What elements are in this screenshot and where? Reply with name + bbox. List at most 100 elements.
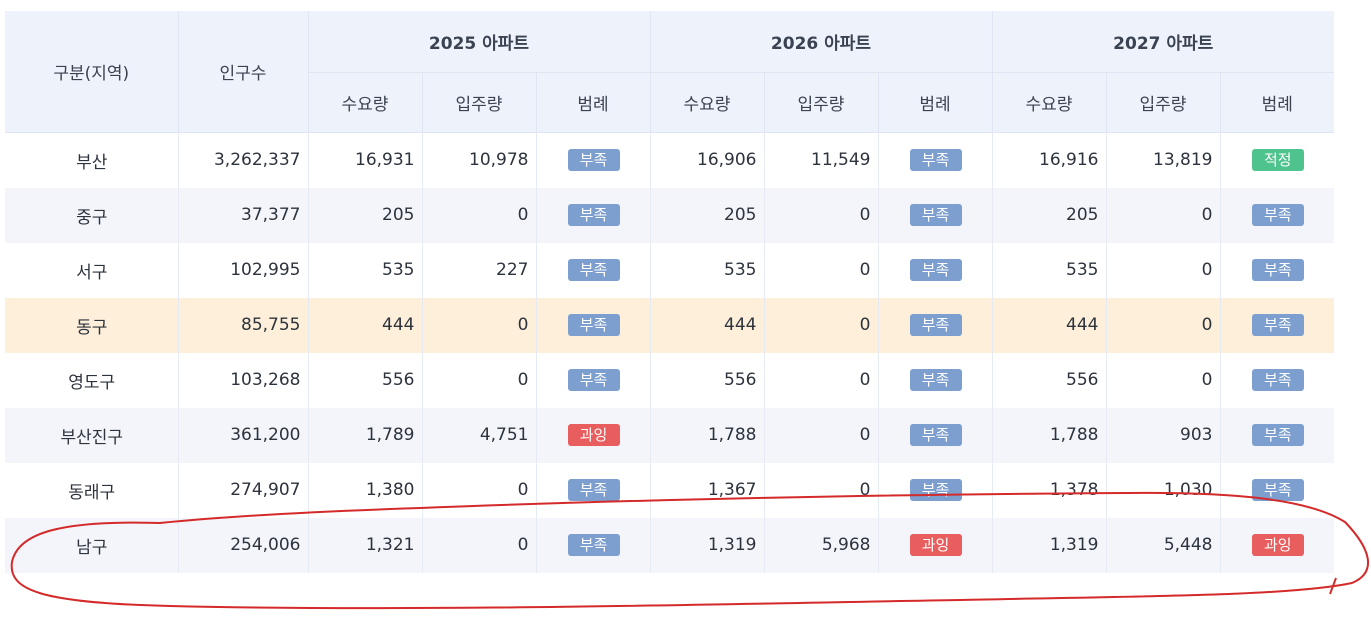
supply-cell: 0 bbox=[422, 352, 537, 408]
demand-cell: 205 bbox=[308, 187, 423, 243]
population-cell: 102,995 bbox=[178, 242, 309, 298]
demand-cell: 444 bbox=[650, 297, 765, 353]
supply-cell: 0 bbox=[764, 462, 879, 518]
table-row: 부산진구 361,200 1,789 4,751 과잉 1,788 0 부족 1,788 903 부… bbox=[5, 407, 1334, 463]
legend-cell: 부족 bbox=[878, 297, 993, 353]
legend-cell: 부족 bbox=[536, 517, 651, 573]
legend-badge: 부족 bbox=[1251, 314, 1304, 336]
header-year-2026: 2026 아파트 bbox=[650, 11, 993, 73]
region-cell: 부산 bbox=[5, 132, 179, 188]
header-region: 구분(지역) bbox=[5, 11, 179, 133]
table-row: 서구 102,995 535 227 부족 535 0 부족 535 0 부족 bbox=[5, 242, 1334, 298]
legend-badge: 부족 bbox=[567, 204, 620, 226]
supply-cell: 0 bbox=[422, 517, 537, 573]
legend-cell: 부족 bbox=[536, 242, 651, 298]
supply-cell: 0 bbox=[764, 242, 879, 298]
supply-cell: 0 bbox=[1106, 242, 1221, 298]
supply-cell: 4,751 bbox=[422, 407, 537, 463]
legend-badge: 부족 bbox=[909, 424, 962, 446]
demand-cell: 1,378 bbox=[992, 462, 1107, 518]
demand-cell: 444 bbox=[308, 297, 423, 353]
table-row: 동래구 274,907 1,380 0 부족 1,367 0 부족 1,378 1,030 부족 bbox=[5, 462, 1334, 518]
legend-badge: 부족 bbox=[909, 149, 962, 172]
apartment-supply-table-container: 구분(지역) 인구수 2025 아파트 2026 아파트 2027 아파트 수요… bbox=[5, 11, 1334, 573]
region-cell: 중구 bbox=[5, 187, 179, 243]
table-row: 남구 254,006 1,321 0 부족 1,319 5,968 과잉 1,319 5,448 과… bbox=[5, 517, 1334, 573]
supply-cell: 5,968 bbox=[764, 517, 879, 573]
demand-cell: 556 bbox=[308, 352, 423, 408]
legend-badge: 부족 bbox=[567, 259, 620, 281]
legend-badge: 부족 bbox=[567, 479, 620, 501]
apartment-supply-table: 구분(지역) 인구수 2025 아파트 2026 아파트 2027 아파트 수요… bbox=[5, 11, 1334, 573]
supply-cell: 0 bbox=[422, 297, 537, 353]
demand-cell: 1,321 bbox=[308, 517, 423, 573]
demand-cell: 1,788 bbox=[650, 407, 765, 463]
demand-cell: 1,788 bbox=[992, 407, 1107, 463]
population-cell: 3,262,337 bbox=[178, 132, 309, 188]
supply-cell: 227 bbox=[422, 242, 537, 298]
region-cell: 서구 bbox=[5, 242, 179, 298]
population-cell: 103,268 bbox=[178, 352, 309, 408]
header-legend: 범례 bbox=[1220, 72, 1334, 133]
supply-cell: 0 bbox=[1106, 352, 1221, 408]
header-demand: 수요량 bbox=[308, 72, 423, 133]
legend-cell: 과잉 bbox=[878, 517, 993, 573]
demand-cell: 535 bbox=[650, 242, 765, 298]
table-row: 부산 3,262,337 16,931 10,978 부족 16,906 11,549 부족 1… bbox=[5, 132, 1334, 188]
region-cell: 남구 bbox=[5, 517, 179, 573]
demand-cell: 1,789 bbox=[308, 407, 423, 463]
legend-cell: 부족 bbox=[536, 187, 651, 243]
table-header: 구분(지역) 인구수 2025 아파트 2026 아파트 2027 아파트 수요… bbox=[5, 11, 1334, 133]
header-supply: 입주량 bbox=[1106, 72, 1221, 133]
supply-cell: 13,819 bbox=[1106, 132, 1221, 188]
legend-cell: 부족 bbox=[1220, 463, 1334, 518]
population-cell: 254,006 bbox=[178, 517, 309, 573]
supply-cell: 0 bbox=[422, 187, 537, 243]
legend-cell: 부족 bbox=[536, 297, 651, 353]
population-cell: 85,755 bbox=[178, 297, 309, 353]
header-supply: 입주량 bbox=[422, 72, 537, 133]
legend-cell: 부족 bbox=[878, 132, 993, 188]
legend-cell: 부족 bbox=[878, 242, 993, 298]
population-cell: 361,200 bbox=[178, 407, 309, 463]
supply-cell: 903 bbox=[1106, 407, 1221, 463]
demand-cell: 444 bbox=[992, 297, 1107, 353]
supply-cell: 0 bbox=[1106, 187, 1221, 243]
region-cell: 동래구 bbox=[5, 462, 179, 518]
region-cell: 부산진구 bbox=[5, 407, 179, 463]
demand-cell: 205 bbox=[650, 187, 765, 243]
legend-badge: 과잉 bbox=[567, 424, 620, 446]
supply-cell: 0 bbox=[1106, 297, 1221, 353]
legend-badge: 부족 bbox=[909, 204, 962, 226]
legend-badge: 적정 bbox=[1251, 149, 1304, 172]
supply-cell: 0 bbox=[764, 352, 879, 408]
demand-cell: 556 bbox=[992, 352, 1107, 408]
legend-badge: 부족 bbox=[909, 369, 962, 391]
legend-cell: 과잉 bbox=[1220, 517, 1334, 573]
supply-cell: 11,549 bbox=[764, 132, 879, 188]
supply-cell: 1,030 bbox=[1106, 462, 1221, 518]
table-body: 부산 3,262,337 16,931 10,978 부족 16,906 11,549 부족 1… bbox=[5, 132, 1334, 573]
legend-cell: 부족 bbox=[878, 352, 993, 408]
demand-cell: 16,906 bbox=[650, 132, 765, 188]
legend-badge: 부족 bbox=[1251, 424, 1304, 446]
population-cell: 274,907 bbox=[178, 462, 309, 518]
legend-cell: 부족 bbox=[878, 462, 993, 518]
supply-cell: 0 bbox=[764, 187, 879, 243]
legend-badge: 부족 bbox=[909, 259, 962, 281]
supply-cell: 0 bbox=[422, 462, 537, 518]
supply-cell: 0 bbox=[764, 407, 879, 463]
demand-cell: 535 bbox=[992, 242, 1107, 298]
header-year-2027: 2027 아파트 bbox=[992, 11, 1334, 73]
region-cell: 영도구 bbox=[5, 352, 179, 408]
demand-cell: 1,367 bbox=[650, 462, 765, 518]
demand-cell: 535 bbox=[308, 242, 423, 298]
legend-badge: 부족 bbox=[567, 149, 620, 172]
legend-cell: 부족 bbox=[1220, 297, 1334, 353]
legend-cell: 부족 bbox=[536, 132, 651, 188]
legend-badge: 과잉 bbox=[909, 534, 962, 556]
legend-badge: 부족 bbox=[1251, 259, 1304, 281]
header-demand: 수요량 bbox=[992, 72, 1107, 133]
legend-cell: 부족 bbox=[878, 407, 993, 463]
legend-badge: 부족 bbox=[909, 479, 962, 501]
